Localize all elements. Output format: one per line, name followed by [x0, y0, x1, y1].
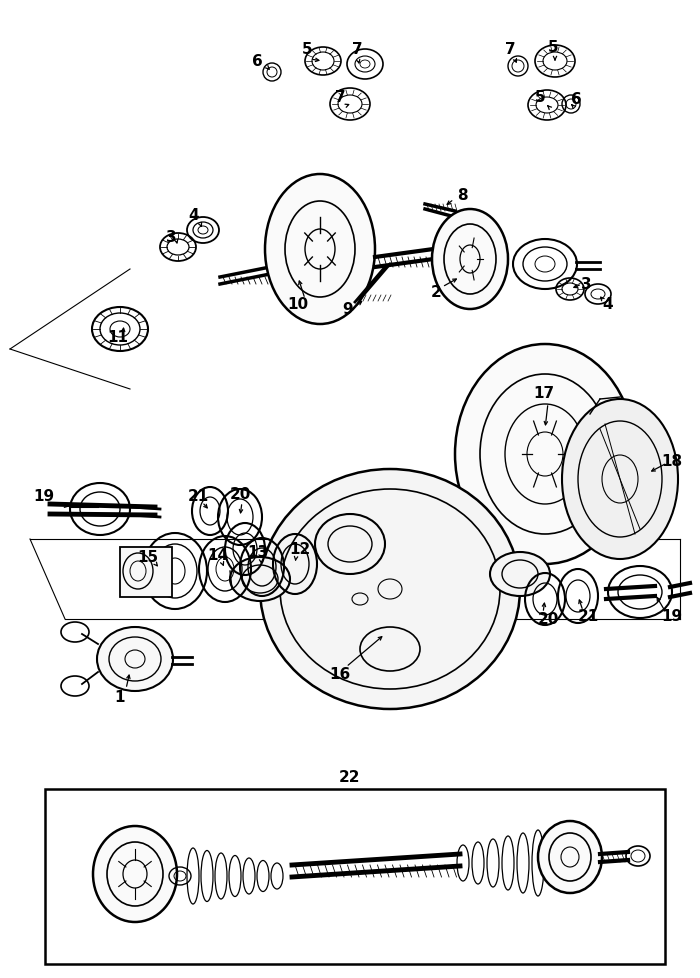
Ellipse shape: [230, 557, 290, 601]
Ellipse shape: [97, 627, 173, 691]
Text: 4: 4: [189, 208, 199, 223]
Text: 7: 7: [351, 42, 363, 58]
Text: 7: 7: [335, 90, 345, 106]
Text: 8: 8: [456, 189, 468, 203]
Ellipse shape: [538, 822, 602, 893]
Ellipse shape: [93, 826, 177, 922]
Text: 21: 21: [188, 489, 209, 504]
Text: 9: 9: [343, 302, 354, 317]
Text: 6: 6: [570, 92, 582, 108]
Bar: [120, 548, 172, 598]
Ellipse shape: [490, 553, 550, 597]
Text: 19: 19: [34, 489, 55, 504]
Text: 6: 6: [251, 55, 262, 69]
Text: 10: 10: [288, 297, 309, 312]
Text: 20: 20: [538, 612, 559, 627]
Text: 2: 2: [430, 286, 442, 300]
Text: 14: 14: [207, 548, 229, 563]
Ellipse shape: [315, 514, 385, 574]
Ellipse shape: [260, 469, 520, 709]
Text: 13: 13: [247, 545, 269, 560]
Text: 5: 5: [302, 42, 312, 58]
Text: 16: 16: [330, 667, 351, 682]
Text: 20: 20: [230, 487, 251, 502]
Ellipse shape: [265, 175, 375, 325]
Text: 5: 5: [535, 90, 545, 106]
Text: 1: 1: [115, 689, 125, 705]
Text: 12: 12: [289, 542, 311, 556]
Text: 18: 18: [662, 454, 682, 469]
Text: 3: 3: [581, 277, 592, 292]
Text: 22: 22: [340, 770, 360, 784]
Text: 19: 19: [662, 609, 682, 624]
Text: 5: 5: [547, 40, 559, 56]
Ellipse shape: [455, 344, 635, 564]
Text: 3: 3: [166, 229, 176, 244]
Text: 17: 17: [533, 386, 554, 401]
Ellipse shape: [562, 400, 678, 559]
Text: 4: 4: [603, 297, 613, 312]
Bar: [45, 789, 665, 964]
Text: 15: 15: [137, 550, 159, 565]
Text: 11: 11: [108, 331, 129, 345]
Text: 21: 21: [578, 609, 598, 624]
Ellipse shape: [432, 210, 508, 310]
Text: 7: 7: [505, 42, 515, 58]
